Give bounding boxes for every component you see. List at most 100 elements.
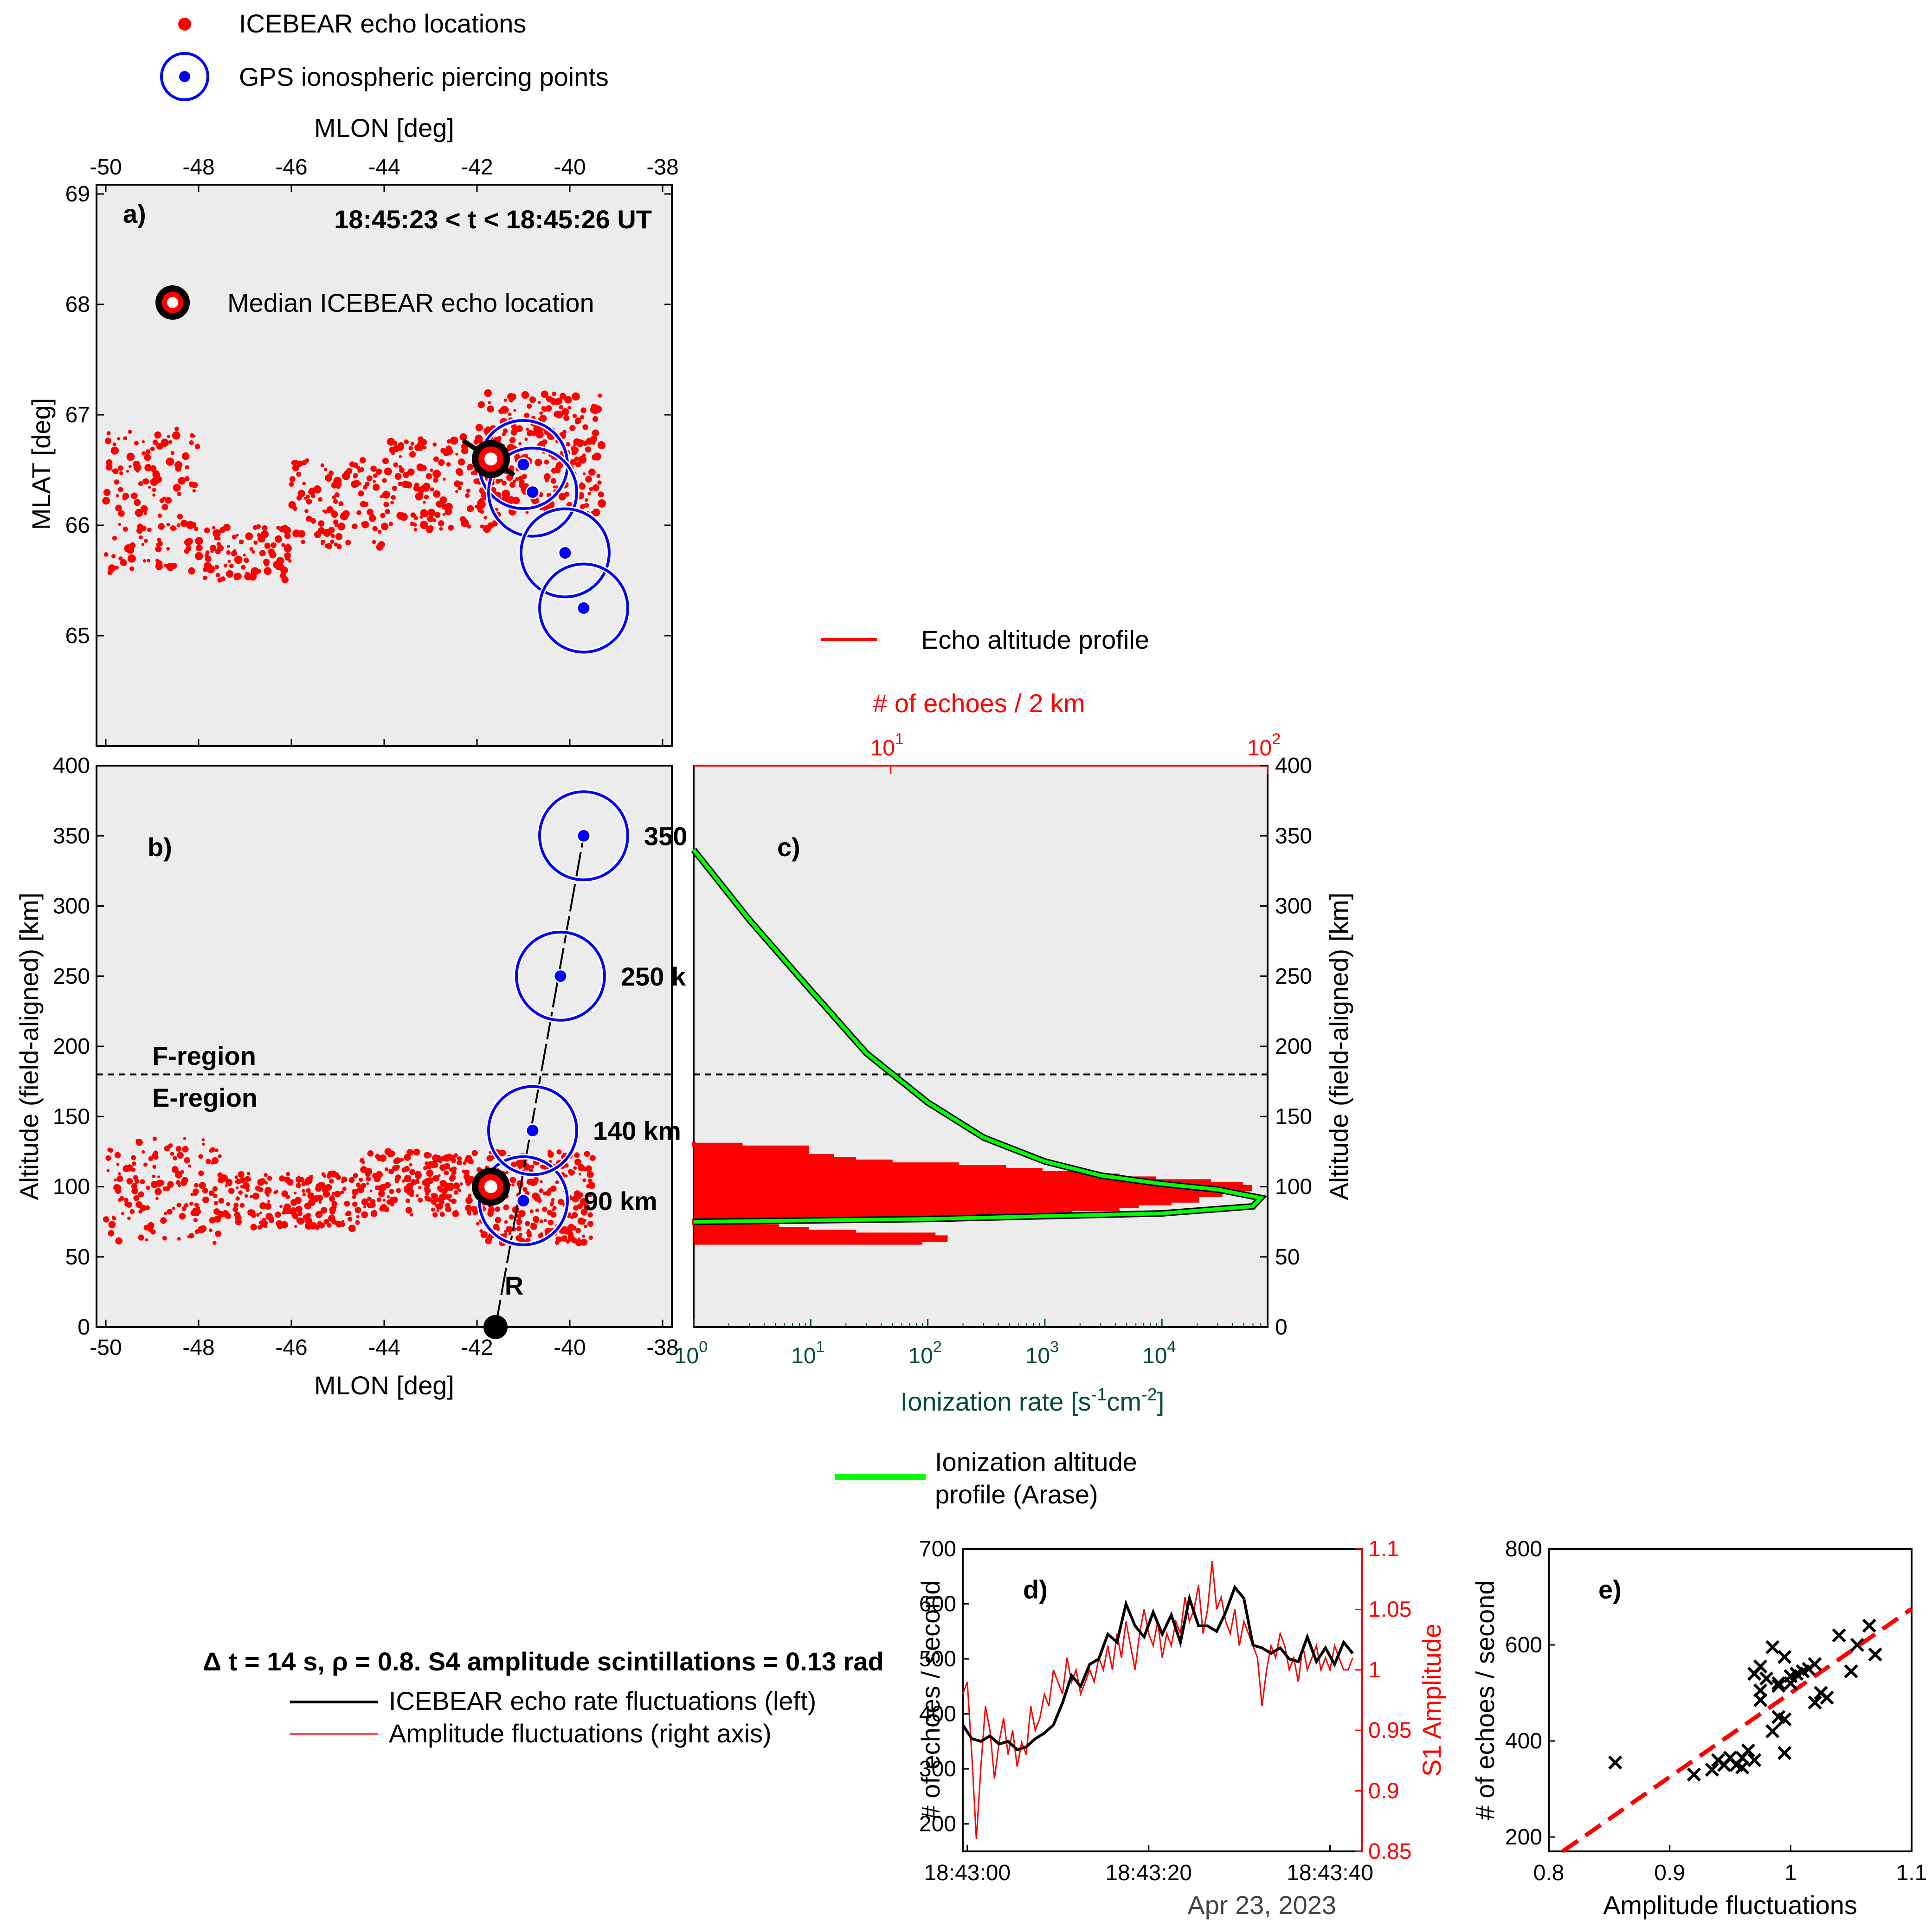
echo-point <box>164 1145 170 1152</box>
echo-point <box>356 1182 361 1187</box>
echo-point <box>591 510 595 514</box>
echo-point <box>294 1225 297 1228</box>
echo-point <box>423 501 426 504</box>
echo-point <box>131 1187 138 1195</box>
scatter-x-marker <box>1771 1676 1786 1690</box>
echo-point <box>398 482 403 486</box>
echo-point <box>178 477 186 485</box>
echo-point <box>465 1197 473 1204</box>
echo-point <box>172 1206 175 1210</box>
gps-ring <box>538 790 629 882</box>
x-tick-label: 18:43:40 <box>1287 1861 1373 1885</box>
echo-point <box>286 1172 290 1176</box>
panel-a-echoes <box>102 389 606 584</box>
echo-point <box>433 477 438 483</box>
echo-point <box>134 441 139 446</box>
echo-point <box>580 1165 584 1170</box>
echo-point <box>333 477 342 485</box>
panel-c-tag: c) <box>777 832 800 862</box>
echo-point <box>539 414 547 422</box>
echo-point <box>238 1190 243 1195</box>
echo-point <box>391 495 396 500</box>
echo-point <box>358 482 362 485</box>
echo-point <box>129 1209 135 1214</box>
echo-point <box>152 439 158 445</box>
echo-point <box>292 506 297 511</box>
panel-d-tag: d) <box>1023 1575 1048 1604</box>
y-tick-label: 66 <box>65 513 90 538</box>
echo-point <box>277 538 281 542</box>
echo-point <box>510 429 518 436</box>
echo-point <box>143 1162 148 1167</box>
echo-point <box>244 557 249 563</box>
echo-point <box>593 409 598 414</box>
echo-point <box>291 460 296 465</box>
echo-point <box>188 1164 192 1168</box>
echo-point <box>165 497 172 504</box>
echo-point <box>442 513 446 516</box>
echo-point <box>366 475 373 482</box>
echo-point <box>468 1212 471 1216</box>
y-tick-label: 600 <box>1505 1633 1542 1657</box>
echo-point <box>172 526 177 531</box>
echo-point <box>427 516 434 522</box>
echo-point <box>363 501 369 507</box>
echo-point <box>337 522 346 530</box>
echo-point <box>139 535 143 540</box>
echo-point <box>178 1184 181 1187</box>
echo-point <box>598 491 604 497</box>
echo-point <box>402 1179 406 1183</box>
echo-point <box>389 1189 394 1194</box>
echo-point <box>176 1203 181 1208</box>
echo-point <box>418 1186 422 1190</box>
echo-point <box>249 547 253 551</box>
echo-point <box>454 480 461 487</box>
echo-point <box>432 470 441 478</box>
echo-point <box>465 493 470 498</box>
echo-point <box>467 464 474 471</box>
echo-point <box>352 1194 356 1199</box>
echo-point <box>306 1188 311 1193</box>
echo-point <box>296 495 302 501</box>
echo-point <box>503 428 508 433</box>
echo-point <box>362 1184 366 1188</box>
echo-point <box>227 545 230 548</box>
echo-point <box>318 1222 325 1229</box>
echo-point <box>575 419 580 425</box>
gps-point <box>576 601 591 615</box>
echo-point <box>556 1236 562 1243</box>
echo-point <box>203 567 208 572</box>
echo-point <box>580 1198 587 1205</box>
echo-point <box>128 464 132 468</box>
echo-point <box>377 529 382 534</box>
panel-a-median-legend-label: Median ICEBEAR echo location <box>227 288 594 317</box>
echo-point <box>375 1186 379 1191</box>
echo-point <box>423 485 430 492</box>
echo-point <box>340 1222 345 1227</box>
echo-point <box>509 398 514 403</box>
echo-point <box>217 577 223 583</box>
echo-point <box>232 1206 238 1212</box>
echo-point <box>479 438 483 441</box>
x-tick-label: 103 <box>1025 1338 1059 1368</box>
echo-point <box>252 1193 259 1200</box>
y-tick-label: 50 <box>1275 1245 1300 1270</box>
median-echo-center <box>484 1180 497 1193</box>
ionization-legend-label-1: Ionization altitude <box>935 1447 1137 1476</box>
echo-point <box>152 488 156 492</box>
echo-point <box>372 540 376 544</box>
echo-point <box>575 1239 582 1246</box>
echo-point <box>390 501 394 505</box>
echo-point <box>198 1170 204 1176</box>
echo-point <box>502 481 507 486</box>
panel-a-axes <box>96 184 673 747</box>
echo-point <box>368 515 376 522</box>
echo-point <box>379 1154 387 1162</box>
echo-point <box>519 479 525 485</box>
echo-point <box>191 482 198 488</box>
y-tick-label: 150 <box>1275 1104 1312 1129</box>
echo-point <box>535 430 544 438</box>
gps-altitude-label: 250 k <box>621 962 686 991</box>
scatter-x-marker <box>1777 1650 1792 1664</box>
panel-a-yticks: 65 66 67 68 69 <box>65 182 672 648</box>
